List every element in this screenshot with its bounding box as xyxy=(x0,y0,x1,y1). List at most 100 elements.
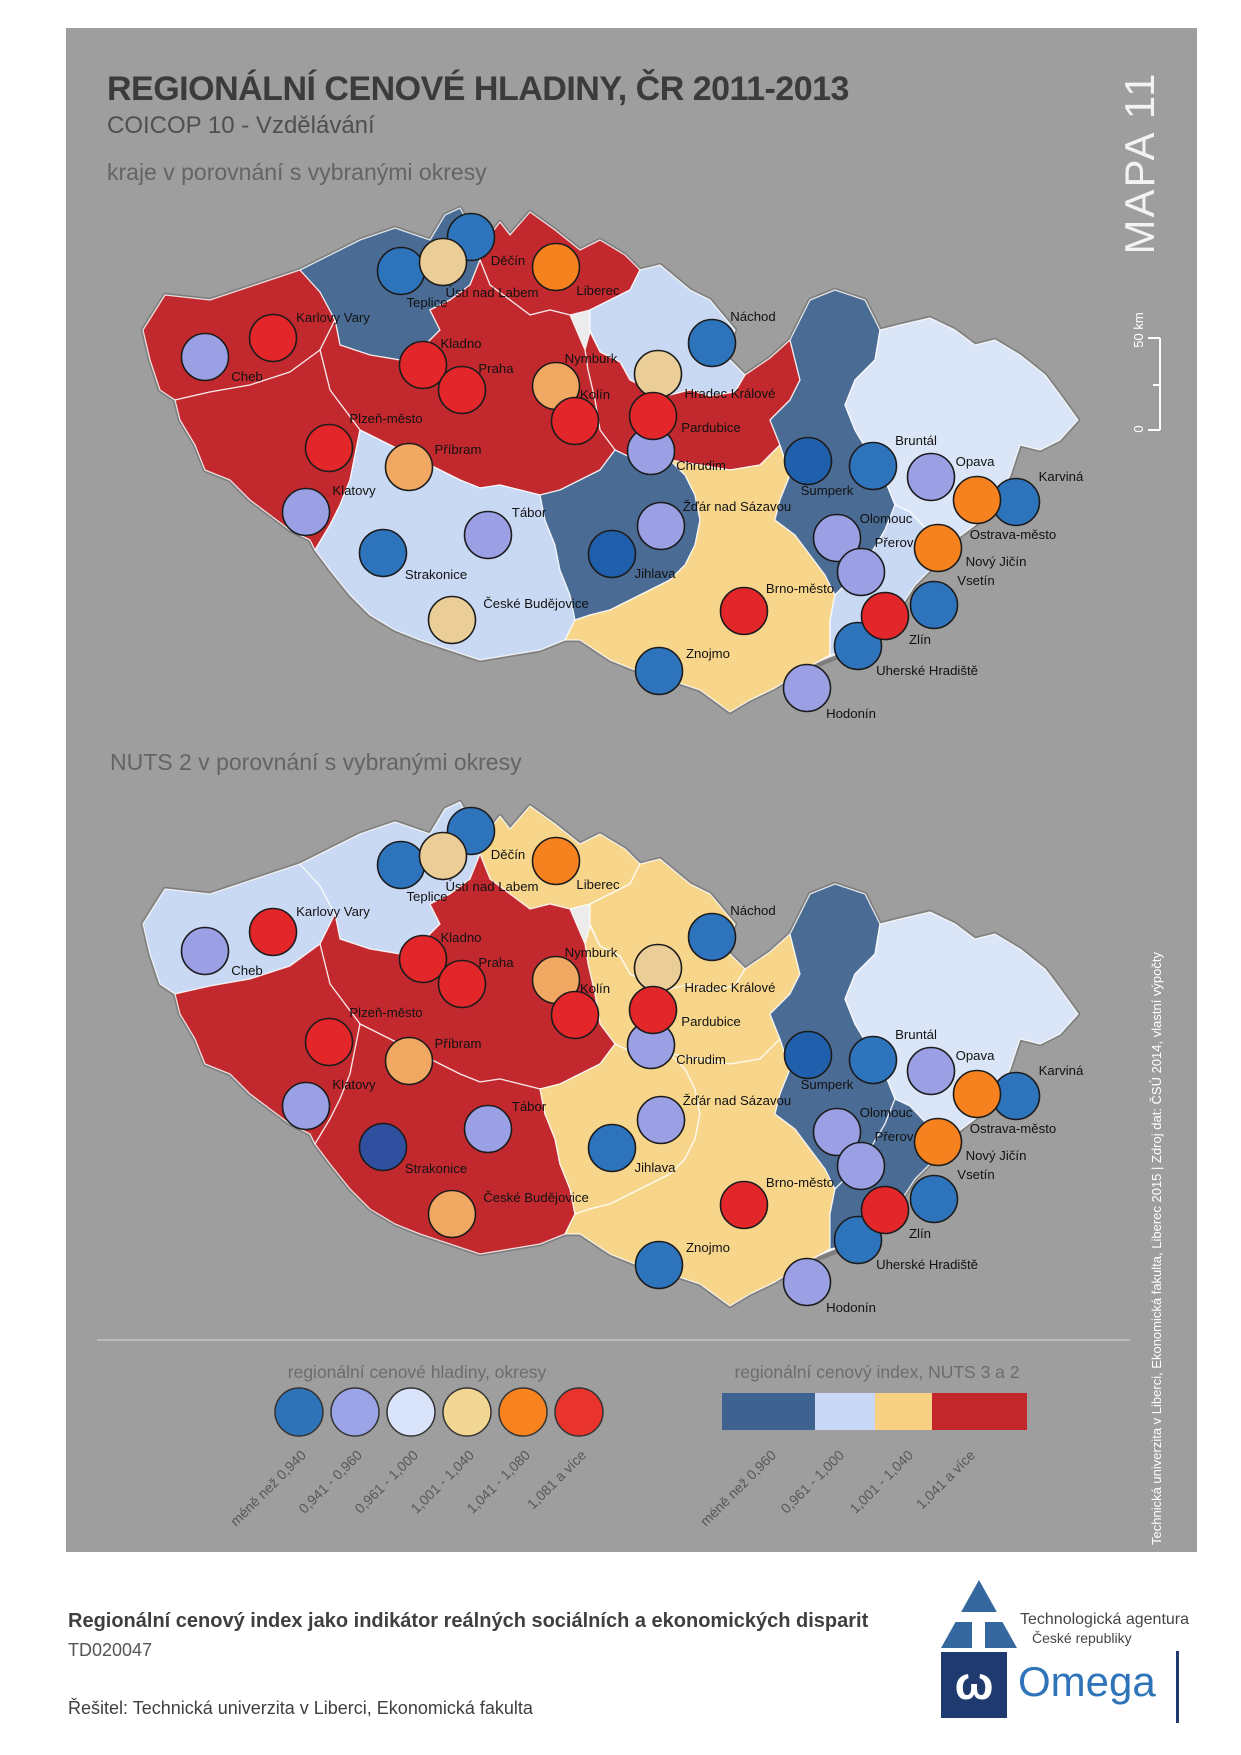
legend-nuts-swatch-1 xyxy=(815,1393,875,1430)
district-label-Zlín: Zlín xyxy=(909,1226,931,1241)
district-circle-Hodonín xyxy=(782,1257,832,1307)
district-circle-Opava xyxy=(906,452,956,502)
legend-okresy-swatch-0 xyxy=(274,1387,324,1437)
district-label-Olomouc: Olomouc xyxy=(860,511,913,526)
district-circle-Hradec Králové xyxy=(633,349,683,399)
district-circle-Jihlava xyxy=(587,529,637,579)
district-label-Jihlava: Jihlava xyxy=(634,1160,676,1175)
page-subtitle: COICOP 10 - Vzdělávání xyxy=(107,112,375,139)
ta-logo-text-line1: Technologická agentura xyxy=(1020,1611,1190,1628)
district-label-Jihlava: Jihlava xyxy=(634,566,676,581)
district-label-Plzeň-město: Plzeň-město xyxy=(349,411,422,426)
district-circle-Šumperk xyxy=(783,1030,833,1080)
ta-logo-text-line2: České republiky xyxy=(1032,1630,1132,1646)
district-circle-Ostrava-město xyxy=(952,1069,1002,1119)
district-label-Vsetín: Vsetín xyxy=(957,1167,994,1182)
district-circle-Karlovy Vary xyxy=(248,907,298,957)
district-label-Šumperk: Šumperk xyxy=(801,483,854,498)
district-circle-Přerov xyxy=(836,547,886,597)
district-circle-Klatovy xyxy=(281,1081,331,1131)
district-label-Kolín: Kolín xyxy=(580,387,610,402)
district-label-Karviná: Karviná xyxy=(1039,1063,1084,1078)
district-circle-Kolín xyxy=(550,396,600,446)
district-circle-České Budějovice xyxy=(427,1189,477,1239)
district-circle-Teplice xyxy=(376,246,426,296)
district-label-Liberec: Liberec xyxy=(576,877,620,892)
district-circle-Karlovy Vary xyxy=(248,313,298,363)
district-circle-Kladno xyxy=(398,934,448,984)
district-label-Nový Jičín: Nový Jičín xyxy=(966,1148,1027,1163)
district-label-Tábor: Tábor xyxy=(512,505,547,520)
district-circle-Klatovy xyxy=(281,487,331,537)
district-label-Chrudim: Chrudim xyxy=(676,458,726,473)
district-label-Nymburk: Nymburk xyxy=(565,351,618,366)
district-label-Praha: Praha xyxy=(478,955,514,970)
district-label-Hodonín: Hodonín xyxy=(826,706,876,721)
ta-t-bar xyxy=(955,1612,1011,1622)
district-label-Hodonín: Hodonín xyxy=(826,1300,876,1315)
district-circle-Žďár nad Sázavou xyxy=(636,1095,686,1145)
legend-nuts-label-1: 0,961 - 1,000 xyxy=(777,1447,847,1517)
district-label-Liberec: Liberec xyxy=(576,283,620,298)
district-label-Znojmo: Znojmo xyxy=(686,646,730,661)
omega-logo-divider xyxy=(1176,1651,1179,1723)
ta-t-stem xyxy=(972,1622,985,1648)
district-circle-Strakonice xyxy=(358,528,408,578)
district-label-Plzeň-město: Plzeň-město xyxy=(349,1005,422,1020)
district-label-Brno-město: Brno-město xyxy=(766,581,834,596)
legend-okresy-swatch-2 xyxy=(386,1387,436,1437)
district-label-Vsetín: Vsetín xyxy=(957,573,994,588)
district-label-Cheb: Cheb xyxy=(231,369,263,384)
district-circle-Pardubice xyxy=(628,391,678,441)
district-label-Teplice: Teplice xyxy=(406,889,447,904)
district-circle-Opava xyxy=(906,1046,956,1096)
scale-bar: 50 km 0 xyxy=(1131,312,1161,433)
district-label-Kolín: Kolín xyxy=(580,981,610,996)
scale-label-0: 0 xyxy=(1131,425,1146,432)
district-circle-Liberec xyxy=(531,242,581,292)
district-label-Ústí nad Labem: Ústí nad Labem xyxy=(445,285,538,300)
district-circle-Brno-město xyxy=(719,1180,769,1230)
district-label-Chrudim: Chrudim xyxy=(676,1052,726,1067)
district-label-Bruntál: Bruntál xyxy=(895,433,937,448)
district-label-Klatovy: Klatovy xyxy=(332,1077,376,1092)
district-label-Znojmo: Znojmo xyxy=(686,1240,730,1255)
district-label-Pardubice: Pardubice xyxy=(681,1014,740,1029)
district-circle-Tábor xyxy=(463,510,513,560)
district-label-Strakonice: Strakonice xyxy=(405,567,467,582)
district-label-Hradec Králové: Hradec Králové xyxy=(685,386,776,401)
district-circle-Bruntál xyxy=(848,441,898,491)
district-label-Nový Jičín: Nový Jičín xyxy=(966,554,1027,569)
legend-okresy-swatch-4 xyxy=(498,1387,548,1437)
district-label-Strakonice: Strakonice xyxy=(405,1161,467,1176)
district-circle-Zlín xyxy=(860,1185,910,1235)
legend-okresy-swatch-1 xyxy=(330,1387,380,1437)
district-label-Děčín: Děčín xyxy=(491,847,525,862)
district-label-Žďár nad Sázavou: Žďár nad Sázavou xyxy=(683,1093,792,1108)
page-title: REGIONÁLNÍ CENOVÉ HLADINY, ČR 2011-2013 xyxy=(107,70,849,108)
project-code: TD020047 xyxy=(68,1640,153,1660)
district-circle-Olomouc xyxy=(812,513,862,563)
district-circle-Nový Jičín xyxy=(913,523,963,573)
district-label-Praha: Praha xyxy=(478,361,514,376)
legend-okresy-label-5: 1,081 a více xyxy=(524,1447,589,1512)
legend-okresy-swatch-3 xyxy=(442,1387,492,1437)
legend-okresy-label-0: méně než 0,940 xyxy=(227,1447,309,1529)
legend-nuts-title: regionální cenový index, NUTS 3 a 2 xyxy=(734,1362,1019,1382)
section-label-kraje: kraje v porovnání s vybranými okresy xyxy=(107,159,487,185)
district-label-Opava: Opava xyxy=(956,454,996,469)
district-label-Šumperk: Šumperk xyxy=(801,1077,854,1092)
district-circle-Jihlava xyxy=(587,1123,637,1173)
project-title: Regionální cenový index jako indikátor r… xyxy=(68,1610,869,1632)
district-circle-Vsetín xyxy=(909,1174,959,1224)
district-circle-Přerov xyxy=(836,1141,886,1191)
district-label-České Budějovice: České Budějovice xyxy=(483,1190,589,1205)
district-circle-Příbram xyxy=(384,442,434,492)
district-circle-Hradec Králové xyxy=(633,943,683,993)
map-nuts2: Cheb Karlovy Vary Teplice Děčín Ústí nad Lab… xyxy=(140,799,1084,1315)
district-circle-Pardubice xyxy=(628,985,678,1035)
map-kraje: Cheb Karlovy Vary Teplice Děčín Ústí nad Lab… xyxy=(140,205,1084,721)
district-circle-Strakonice xyxy=(358,1122,408,1172)
legend-okresy-title: regionální cenové hladiny, okresy xyxy=(288,1362,547,1382)
